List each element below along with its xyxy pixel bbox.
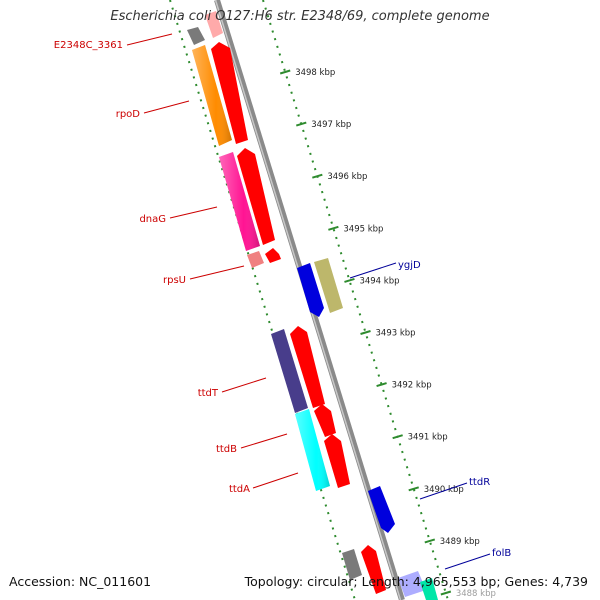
cds-ttdA[interactable] bbox=[324, 434, 350, 488]
label-folB[interactable]: folB bbox=[492, 548, 511, 559]
tick-mark bbox=[424, 538, 436, 544]
tick-label: 3490 kbp bbox=[424, 485, 464, 495]
tick-label: 3491 kbp bbox=[408, 433, 448, 443]
right-gene-labels: ygjD ttdR folB bbox=[398, 260, 511, 559]
ruler-ticks: 3498 kbp 3497 kbp 3496 kbp 3495 kbp 3494 kbp… bbox=[279, 68, 496, 599]
gene-ygjD[interactable] bbox=[314, 258, 343, 313]
title-species: Escherichia coli bbox=[110, 9, 212, 24]
connector-ttdR bbox=[419, 482, 468, 500]
label-ttdT[interactable]: ttdT bbox=[198, 388, 219, 399]
tick-label: 3497 kbp bbox=[311, 120, 351, 130]
label-rpoD[interactable]: rpoD bbox=[116, 109, 141, 120]
tick-mark bbox=[376, 382, 387, 388]
gene-rpsU[interactable] bbox=[247, 251, 264, 268]
tick-label: 3494 kbp bbox=[359, 276, 399, 286]
cds-ttdB[interactable] bbox=[314, 404, 336, 437]
outer-ruler-line bbox=[262, 0, 449, 600]
gene-folB-blue[interactable] bbox=[398, 571, 426, 597]
tick-mark bbox=[279, 69, 291, 75]
tick-mark bbox=[312, 173, 323, 179]
connector-E2348C_3361 bbox=[126, 33, 173, 46]
label-ttdR[interactable]: ttdR bbox=[469, 477, 490, 488]
accession-text: Accession: NC_011601 bbox=[9, 574, 152, 589]
map-title: Escherichia coli O127:H6 str. E2348/69, … bbox=[0, 9, 600, 24]
tick-mark bbox=[360, 330, 371, 335]
tick-label: 3493 kbp bbox=[376, 329, 416, 339]
left-gene-labels: E2348C_3361 rpoD dnaG rpsU ttdT ttdB ttd… bbox=[54, 40, 250, 495]
label-dnaG[interactable]: dnaG bbox=[139, 214, 166, 225]
cds-ttdR[interactable] bbox=[368, 486, 395, 533]
gene-rpoD-shade bbox=[192, 45, 232, 146]
tick-mark bbox=[408, 486, 420, 492]
cds-dnaG[interactable] bbox=[237, 148, 275, 245]
title-strain: O127:H6 str. E2348/69, complete genome bbox=[215, 9, 490, 24]
tick-mark bbox=[392, 434, 403, 440]
tick-mark bbox=[344, 277, 355, 283]
cds-ttdT[interactable] bbox=[290, 326, 325, 408]
tick-mark bbox=[328, 225, 339, 231]
label-ygjD[interactable]: ygjD bbox=[398, 260, 421, 271]
tick-mark bbox=[295, 121, 307, 127]
gene-ttdB-shade bbox=[295, 409, 330, 491]
connector-ttdB bbox=[240, 433, 288, 449]
gene-E2348C_3361[interactable] bbox=[187, 27, 205, 45]
label-rpsU[interactable]: rpsU bbox=[163, 275, 186, 286]
cds-bottom-red[interactable] bbox=[361, 545, 386, 594]
connector-ttdT bbox=[221, 377, 267, 393]
cds-ygjD[interactable] bbox=[297, 263, 324, 317]
right-label-connectors bbox=[349, 262, 491, 570]
gene-dnaG-shade bbox=[219, 152, 260, 251]
cds-rpoD[interactable] bbox=[211, 42, 248, 144]
left-label-connectors bbox=[126, 33, 299, 489]
label-ttdB[interactable]: ttdB bbox=[216, 444, 237, 455]
tick-label: 3488 kbp bbox=[456, 589, 496, 599]
tick-label: 3498 kbp bbox=[295, 68, 335, 78]
tick-label: 3495 kbp bbox=[343, 224, 383, 234]
genome-summary-text: Topology: circular; Length: 4,965,553 bp… bbox=[244, 574, 588, 589]
tick-label: 3496 kbp bbox=[327, 172, 367, 182]
connector-rpoD bbox=[143, 100, 190, 114]
gene-bottom-gray[interactable] bbox=[342, 549, 362, 580]
connector-dnaG bbox=[169, 206, 218, 219]
tick-mark bbox=[440, 590, 452, 596]
label-E2348C_3361[interactable]: E2348C_3361 bbox=[54, 40, 123, 51]
connector-folB bbox=[444, 553, 491, 570]
gene-features bbox=[187, 11, 438, 600]
label-ttdA[interactable]: ttdA bbox=[229, 484, 250, 495]
tick-label: 3489 kbp bbox=[440, 537, 480, 547]
cds-rpsU[interactable] bbox=[265, 248, 281, 263]
ruler-dotted-lines bbox=[169, 0, 449, 600]
connector-ygjD bbox=[349, 262, 397, 279]
tick-label: 3492 kbp bbox=[392, 381, 432, 391]
connector-rpsU bbox=[189, 265, 245, 280]
gene-ttdT[interactable] bbox=[271, 329, 308, 413]
inner-ruler-line bbox=[169, 0, 356, 600]
cds-E2348C_3361[interactable] bbox=[205, 11, 223, 38]
connector-ttdA bbox=[252, 472, 299, 489]
gene-folB-teal[interactable] bbox=[420, 578, 438, 600]
